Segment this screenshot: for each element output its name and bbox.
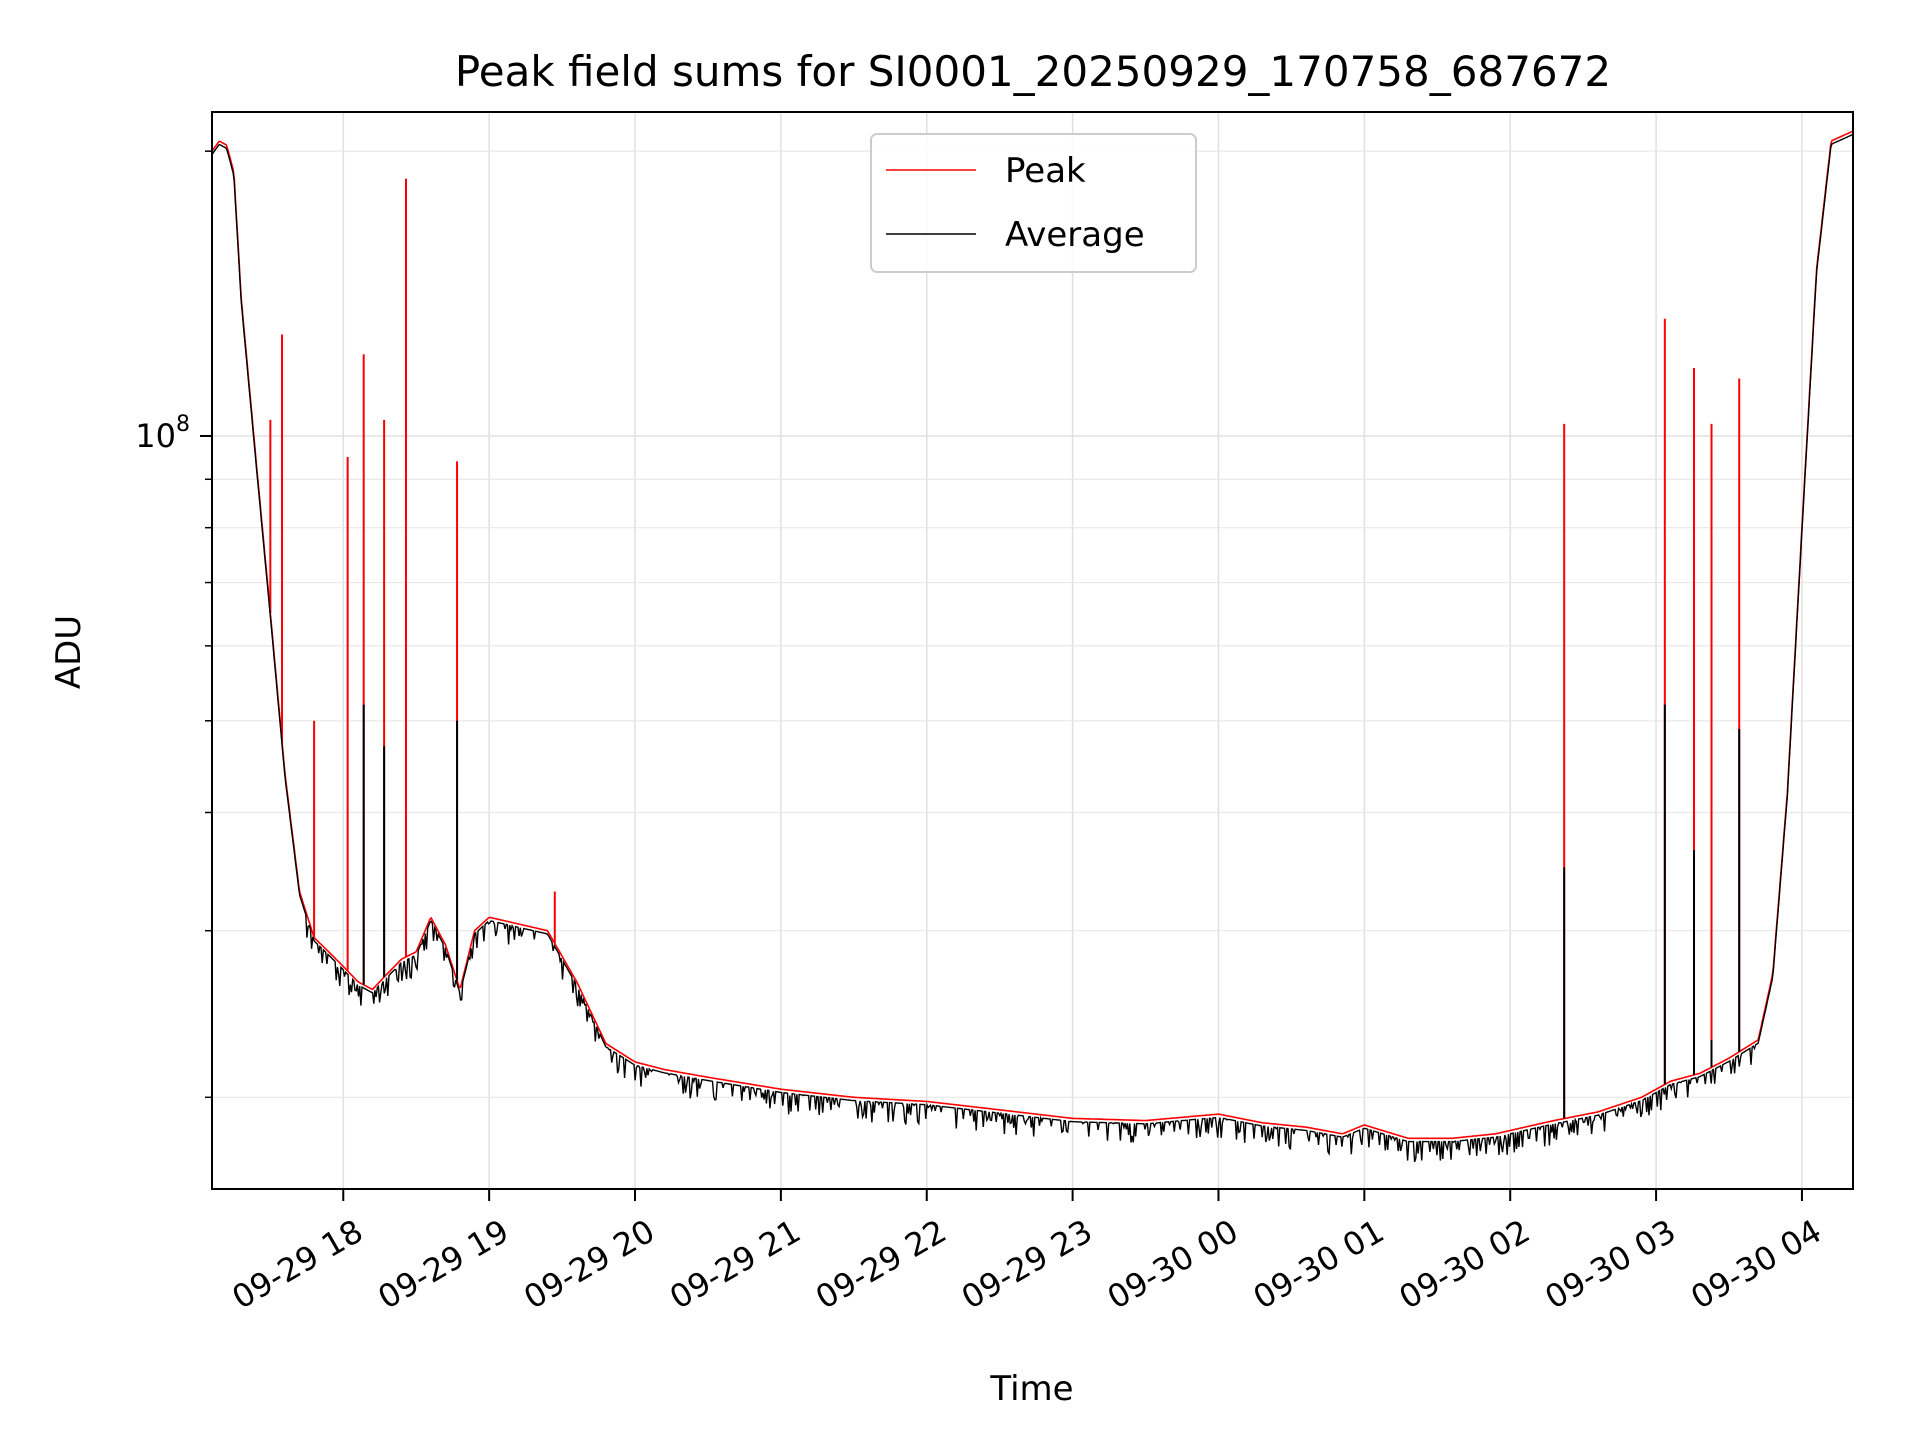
plot-area <box>212 130 1853 1163</box>
x-axis-label: Time <box>989 1369 1073 1409</box>
legend-label-peak: Peak <box>1005 151 1086 191</box>
legend-box <box>870 133 1197 273</box>
series-layer <box>212 130 1853 1163</box>
average-series-line <box>212 133 1853 1163</box>
y-tick-label: 108 <box>135 412 190 455</box>
peak-series-line <box>212 130 1853 1140</box>
chart-title: Peak field sums for SI0001_20250929_1707… <box>455 47 1611 96</box>
grid <box>212 112 1853 1189</box>
y-axis: 108 <box>135 150 212 1099</box>
legend-label-average: Average <box>1005 215 1145 255</box>
plot-frame <box>211 111 1854 1190</box>
y-axis-label: ADU <box>49 615 89 689</box>
legend: Peak Average <box>870 133 1197 273</box>
